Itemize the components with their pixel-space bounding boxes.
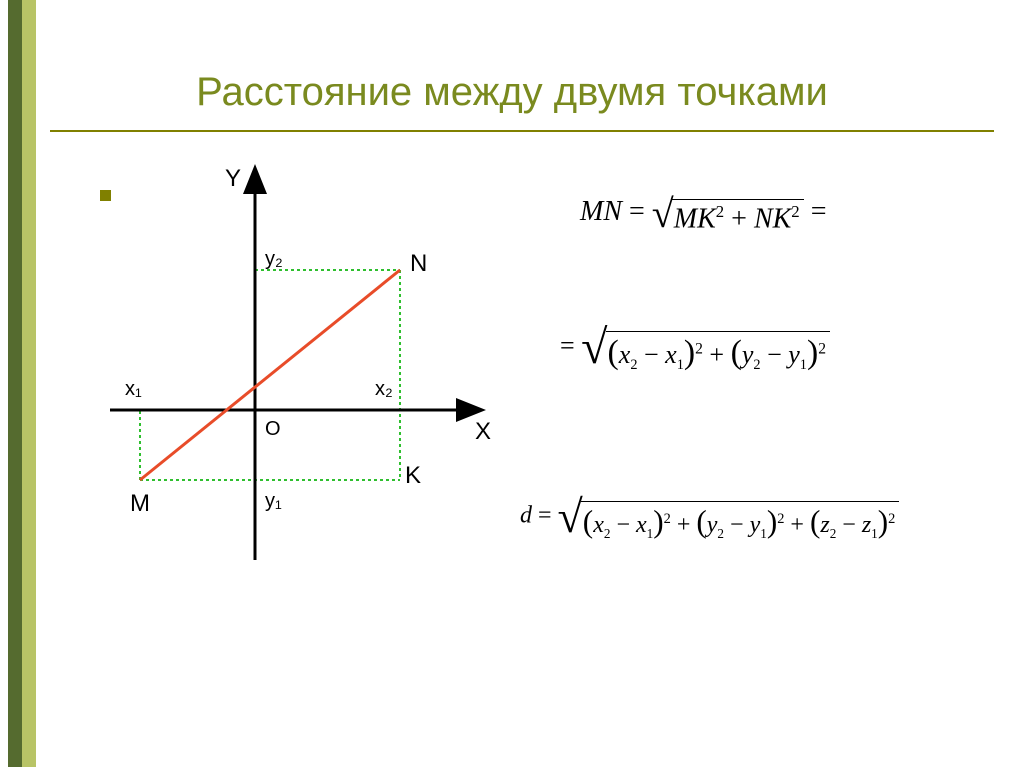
f3-x1: x <box>636 512 647 538</box>
formula-2: = √ (x2 − x1)2 + (y2 − y1)2 <box>560 320 830 376</box>
point-M-label: M <box>130 490 150 518</box>
eq-sign-4: = <box>538 502 552 528</box>
f2-x1: x <box>665 340 677 369</box>
eq-sign: = <box>629 196 645 227</box>
f2-y1: y <box>788 340 800 369</box>
sidebar-stripe-dark <box>8 0 22 767</box>
f3-z2: z <box>820 512 829 538</box>
f3-z1: z <box>862 512 871 538</box>
eq-sign-2: = <box>811 196 827 227</box>
coordinate-diagram: Y X O M N K x₁ x₂ y₁ y₂ <box>80 160 500 580</box>
x-axis-label: X <box>475 418 491 446</box>
f3-y1: y <box>750 512 761 538</box>
label-y2: y₂ <box>265 248 283 271</box>
title-underline <box>50 130 994 132</box>
point-K-label: K <box>405 462 421 490</box>
f3-y2: y <box>707 512 718 538</box>
sidebar-stripe-light <box>22 0 36 767</box>
slide-title: Расстояние между двумя точками <box>0 70 1024 115</box>
plus-sign: + <box>731 203 747 234</box>
point-N-label: N <box>410 250 427 278</box>
label-y1: y₁ <box>265 490 282 513</box>
y-axis-label: Y <box>225 165 241 193</box>
f3-d: d <box>520 502 532 528</box>
origin-label: O <box>265 418 281 441</box>
f3-x2: x <box>593 512 604 538</box>
f2-y2: y <box>742 340 754 369</box>
sqrt-f2: √ (x2 − x1)2 + (y2 − y1)2 <box>581 320 830 376</box>
formula-3: d = √ (x2 − x1)2 + (y2 − y1)2 + (z2 − z1… <box>520 490 899 544</box>
sqrt-f1: √ MK2 + NK2 <box>652 190 804 237</box>
formula-1: MN = √ MK2 + NK2 = <box>580 190 826 237</box>
content-area: Y X O M N K x₁ x₂ y₁ y₂ MN = √ MK2 + NK2… <box>60 160 1014 747</box>
plus-sign-3: + <box>677 512 691 538</box>
f1-lhs: MN <box>580 196 622 227</box>
f1-a: MK <box>674 203 716 234</box>
plus-sign-2: + <box>709 340 724 369</box>
slide-sidebar <box>0 0 38 767</box>
label-x1: x₁ <box>125 378 142 401</box>
plus-sign-4: + <box>790 512 804 538</box>
f1-b: NK <box>754 203 791 234</box>
f2-x2: x <box>619 340 631 369</box>
eq-sign-3: = <box>560 331 575 360</box>
label-x2: x₂ <box>375 378 393 401</box>
sqrt-f3: √ (x2 − x1)2 + (y2 − y1)2 + (z2 − z1)2 <box>558 490 900 544</box>
